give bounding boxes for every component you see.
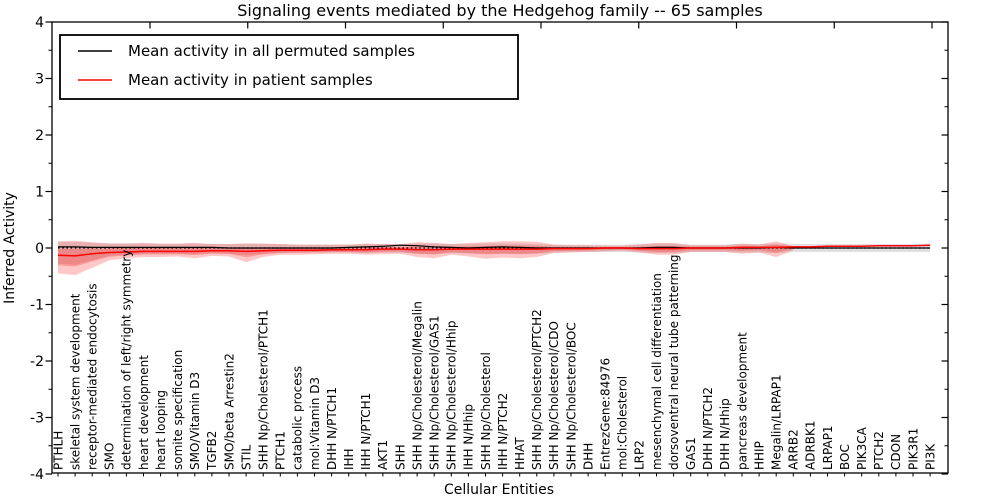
x-tick-label: SHH Np/Cholesterol/Hhip: [445, 321, 459, 470]
chart-title: Signaling events mediated by the Hedgeho…: [237, 1, 762, 20]
x-tick-label: BOC: [838, 444, 852, 470]
x-tick-label: pancreas development: [735, 332, 749, 470]
x-tick-label: PTHLH: [51, 431, 65, 470]
top-axis-ticks: [149, 22, 933, 29]
x-tick-label: GAS1: [684, 437, 698, 470]
x-tick-label: AKT1: [376, 440, 390, 470]
y-tick-label: 0: [35, 241, 44, 257]
x-tick-label: SMO: [103, 443, 117, 470]
legend-box: [59, 34, 519, 100]
y-tick-label: 3: [35, 72, 44, 88]
x-tick-label: IHH N/PTCH2: [496, 393, 510, 470]
x-tick-label: SHH Np/Cholesterol: [479, 352, 493, 470]
y-tick-label: 1: [35, 185, 44, 201]
patient-std-band-inner: [58, 244, 794, 267]
x-tick-label: dorsoventral neural tube patterning: [667, 254, 681, 470]
x-tick-label: LRPAP1: [821, 425, 835, 470]
x-tick-label: PIK3R1: [906, 428, 920, 470]
x-tick-label: skeletal system development: [68, 293, 82, 470]
x-tick-label: mol:Vitamin D3: [308, 377, 322, 470]
x-tick-label: IHH N/PTCH1: [359, 393, 373, 470]
x-axis-label: Cellular Entities: [444, 482, 554, 498]
x-tick-label: STIL: [239, 445, 253, 470]
x-tick-label: SHH Np/Cholesterol/PTCH1: [257, 309, 271, 470]
x-tick-label: SHH Np/Cholesterol/PTCH2: [530, 309, 544, 470]
y-axis-ticks: 4 3 2 1 0 -1 -2 -3 -4: [30, 15, 948, 483]
x-tick-label: PTCH2: [872, 431, 886, 470]
y-tick-label: -1: [30, 298, 44, 314]
x-tick-label: SHH: [393, 444, 407, 470]
x-tick-label: EntrezGene:84976: [599, 358, 613, 470]
x-tick-label: catabolic process: [291, 366, 305, 470]
x-tick-label: DHH N/PTCH2: [701, 387, 715, 470]
x-tick-label: DHH N/Hhip: [718, 398, 732, 470]
x-tick-label: IHH: [342, 448, 356, 470]
x-tick-label: CDON: [889, 434, 903, 470]
x-tick-label: ARRB2: [787, 429, 801, 470]
axes-frame: [51, 21, 949, 474]
patient-mean-line: [57, 244, 931, 257]
x-tick-label: LRP2: [633, 440, 647, 470]
patient-std-band-outer: [58, 240, 794, 276]
x-tick-label: mol:Cholesterol: [616, 376, 630, 470]
x-tick-label: IHH N/Hhip: [462, 404, 476, 470]
x-tick-label: HHAT: [513, 437, 527, 470]
x-tick-label: somite specification: [171, 350, 185, 470]
x-tick-label: SMO/beta Arrestin2: [222, 353, 236, 470]
mean-lines-layer: [57, 244, 931, 257]
x-tick-label: heart looping: [154, 390, 168, 470]
y-tick-label: 4: [35, 15, 44, 31]
y-axis-label: Inferred Activity: [2, 192, 18, 304]
x-axis-ticks: PTHLH skeletal system development receptor…: [51, 250, 937, 477]
x-tick-label: TGFB2: [205, 431, 219, 471]
legend: Mean activity in all permuted samples Me…: [59, 34, 519, 100]
y-tick-label: -3: [30, 411, 44, 427]
x-tick-label: HHIP: [752, 441, 766, 470]
y-tick-label: -2: [30, 354, 44, 370]
x-tick-label: determination of left/right symmetry: [120, 250, 134, 470]
x-tick-label: SHH Np/Cholesterol/Megalin: [410, 301, 424, 470]
x-tick-label: mesenchymal cell differentiation: [650, 273, 664, 470]
y-tick-label: 2: [35, 128, 44, 144]
x-tick-label: DHH: [581, 443, 595, 470]
legend-label-permuted-samples: Mean activity in all permuted samples: [128, 42, 415, 60]
x-tick-label: SMO/Vitamin D3: [188, 372, 202, 470]
x-tick-label: SHH Np/Cholesterol/BOC: [564, 322, 578, 470]
legend-label-patient-samples: Mean activity in patient samples: [128, 71, 373, 89]
x-tick-label: Megalin/LRPAP1: [770, 374, 784, 470]
x-tick-label: heart development: [137, 355, 151, 470]
x-tick-label: ADRBK1: [804, 420, 818, 470]
x-tick-label: receptor-mediated endocytosis: [86, 283, 100, 470]
x-tick-label: SHH Np/Cholesterol/GAS1: [428, 315, 442, 470]
x-tick-label: DHH N/PTCH1: [325, 387, 339, 470]
y-tick-label: -4: [30, 467, 44, 483]
x-tick-label: PI3K: [923, 443, 937, 470]
x-tick-label: PTCH1: [274, 431, 288, 470]
x-tick-label: SHH Np/Cholesterol/CDO: [547, 321, 561, 470]
x-tick-label: PIK3CA: [855, 426, 869, 470]
